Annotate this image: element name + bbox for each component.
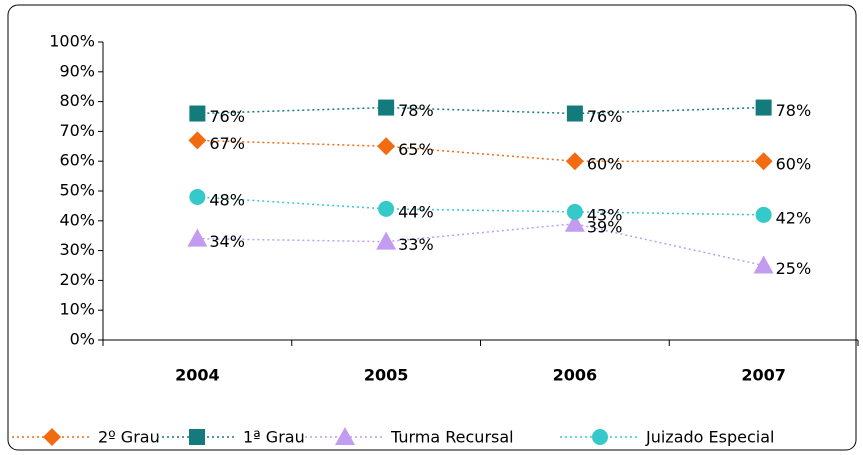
data-point xyxy=(566,203,583,220)
y-tick-label: 90% xyxy=(59,61,95,80)
data-point xyxy=(754,152,773,171)
y-tick-label: 80% xyxy=(59,91,95,110)
y-tick-label: 0% xyxy=(70,330,95,349)
y-tick-label: 20% xyxy=(59,270,95,289)
legend-label: 1ª Grau xyxy=(243,428,305,447)
data-point xyxy=(566,105,583,122)
data-point xyxy=(378,200,395,217)
legend-marker xyxy=(189,429,205,445)
data-label: 44% xyxy=(398,202,434,221)
y-tick-label: 30% xyxy=(59,240,95,259)
y-tick-label: 70% xyxy=(59,121,95,140)
data-label: 39% xyxy=(587,217,623,236)
data-label: 60% xyxy=(776,155,812,174)
x-tick-label: 2006 xyxy=(553,366,598,385)
data-label: 67% xyxy=(209,134,245,153)
y-tick-label: 10% xyxy=(59,300,95,319)
y-tick-label: 100% xyxy=(49,32,95,51)
data-label: 65% xyxy=(398,140,434,159)
data-point xyxy=(755,99,772,116)
legend-marker xyxy=(592,429,608,445)
data-label: 34% xyxy=(209,232,245,251)
data-label: 76% xyxy=(587,107,623,126)
data-point xyxy=(755,206,772,223)
legend-label: 2º Grau xyxy=(98,428,160,447)
data-point xyxy=(564,213,585,232)
chart-border xyxy=(7,4,857,451)
data-point xyxy=(378,99,395,116)
legend-label: Turma Recursal xyxy=(390,428,514,447)
data-point xyxy=(565,152,584,171)
data-point xyxy=(753,255,774,274)
data-label: 78% xyxy=(398,101,434,120)
legend-label: Juizado Especial xyxy=(645,428,774,447)
x-tick-label: 2005 xyxy=(364,366,409,385)
data-point xyxy=(189,188,206,205)
data-label: 60% xyxy=(587,155,623,174)
data-point xyxy=(188,131,207,150)
legend-marker xyxy=(43,428,61,446)
data-label: 78% xyxy=(776,101,812,120)
data-point xyxy=(377,137,396,156)
data-label: 76% xyxy=(209,107,245,126)
data-label: 43% xyxy=(587,205,623,224)
y-tick-label: 40% xyxy=(59,210,95,229)
y-tick-label: 60% xyxy=(59,151,95,170)
data-point xyxy=(376,231,397,250)
data-label: 48% xyxy=(209,190,245,209)
legend-marker xyxy=(335,427,355,445)
series-line xyxy=(197,223,764,267)
data-point xyxy=(187,228,208,247)
data-label: 42% xyxy=(776,208,812,227)
data-label: 25% xyxy=(776,259,812,278)
data-point xyxy=(189,105,206,122)
data-label: 33% xyxy=(398,235,434,254)
x-tick-label: 2007 xyxy=(741,366,786,385)
x-tick-label: 2004 xyxy=(175,366,220,385)
y-tick-label: 50% xyxy=(59,181,95,200)
